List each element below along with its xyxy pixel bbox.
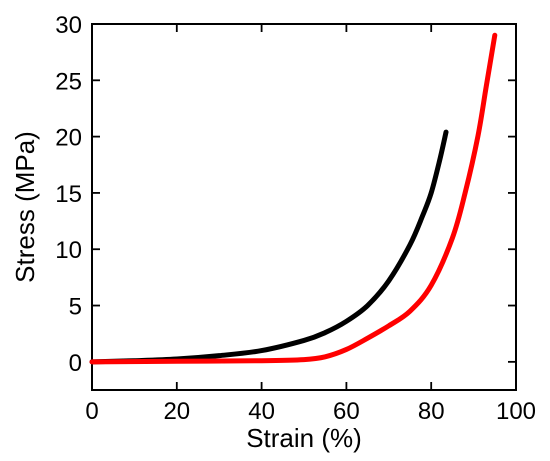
series-line-black (89, 129, 449, 365)
x-tick-label: 100 (496, 398, 536, 425)
x-axis-title: Strain (%) (246, 423, 362, 453)
y-tick-label: 10 (55, 237, 82, 264)
x-tick-labels: 0 20 40 60 80 100 (85, 398, 536, 425)
series-lines (89, 32, 498, 365)
y-tick-label: 25 (55, 68, 82, 95)
y-tick-label: 0 (69, 350, 82, 377)
x-tick-label: 80 (418, 398, 445, 425)
x-tick-label: 0 (85, 398, 98, 425)
x-tick-label: 40 (248, 398, 275, 425)
y-tick-label: 20 (55, 125, 82, 152)
y-tick-label: 30 (55, 12, 82, 39)
y-axis-title: Stress (MPa) (10, 131, 40, 283)
plot-frame (91, 23, 517, 391)
tick-marks (91, 23, 517, 390)
y-tick-label: 5 (69, 294, 82, 321)
y-tick-labels: 0 5 10 15 20 25 30 (55, 12, 82, 377)
y-tick-label: 15 (55, 181, 82, 208)
x-tick-label: 20 (163, 398, 190, 425)
series-line-red (89, 32, 498, 365)
x-tick-label: 60 (333, 398, 360, 425)
